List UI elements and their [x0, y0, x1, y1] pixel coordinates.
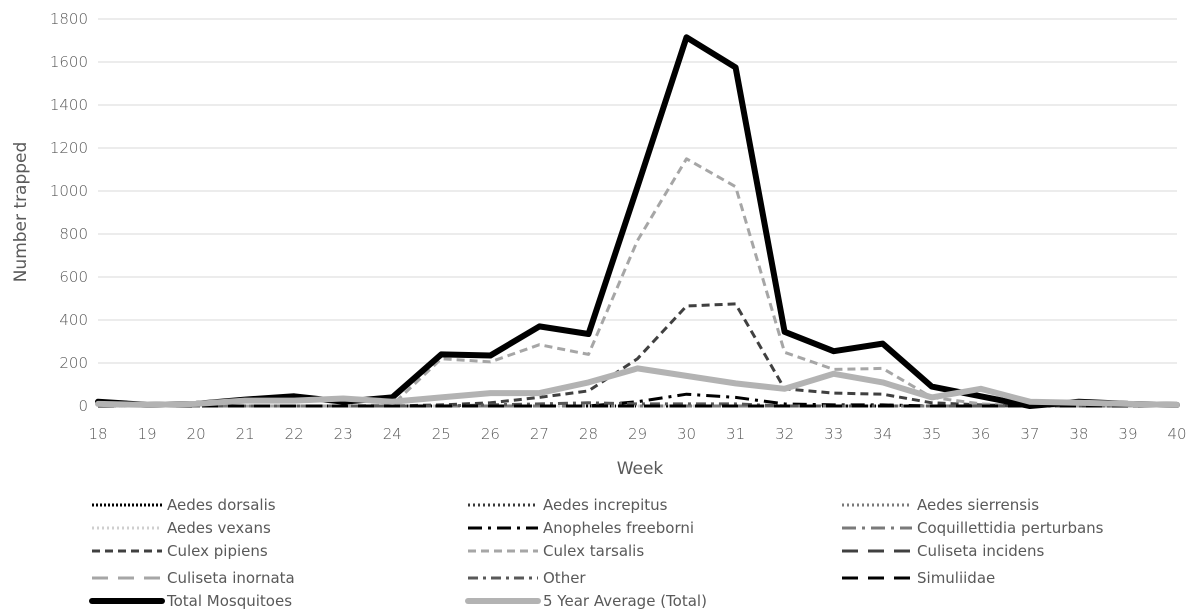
y-tick-label: 800	[59, 225, 88, 243]
y-tick-label: 1000	[50, 182, 88, 200]
x-tick-label: 22	[285, 425, 304, 443]
legend-label-coquillettidia-perturbans: Coquillettidia perturbans	[917, 519, 1104, 537]
y-tick-label: 1800	[50, 10, 88, 28]
x-tick-label: 38	[1069, 425, 1088, 443]
legend-label-culex-pipiens: Culex pipiens	[167, 542, 268, 560]
legend-label-other: Other	[543, 569, 586, 587]
series-lines	[95, 34, 1180, 409]
series-line-culex-pipiens	[98, 302, 1177, 408]
x-axis-ticks: 18 19 20 21 22 23 24 25 26 27 28 29 30 31 32 33 34 35 36 37…	[88, 425, 1186, 443]
x-tick-label: 35	[922, 425, 941, 443]
x-tick-label: 40	[1167, 425, 1186, 443]
x-tick-label: 29	[628, 425, 647, 443]
x-tick-label: 21	[236, 425, 255, 443]
x-tick-label: 34	[873, 425, 892, 443]
gridlines	[98, 18, 1177, 407]
x-tick-label: 33	[824, 425, 843, 443]
x-tick-label: 23	[334, 425, 353, 443]
y-tick-label: 0	[78, 397, 88, 415]
y-axis-title: Number trapped	[11, 142, 31, 283]
y-tick-label: 200	[59, 354, 88, 372]
x-tick-label: 26	[481, 425, 500, 443]
y-tick-label: 1400	[50, 96, 88, 114]
legend-label-culiseta-inornata: Culiseta inornata	[167, 569, 295, 587]
x-tick-label: 36	[971, 425, 990, 443]
x-tick-label: 37	[1020, 425, 1039, 443]
x-tick-label: 20	[187, 425, 206, 443]
legend-label-5-year-average-total: 5 Year Average (Total)	[543, 592, 707, 610]
legend-label-culex-tarsalis: Culex tarsalis	[543, 542, 644, 560]
legend-label-aedes-dorsalis: Aedes dorsalis	[167, 496, 276, 514]
y-tick-label: 1600	[50, 53, 88, 71]
y-tick-label: 1200	[50, 139, 88, 157]
x-tick-label: 25	[432, 425, 451, 443]
x-tick-label: 30	[677, 425, 696, 443]
x-axis-title: Week	[617, 459, 664, 479]
legend-label-simuliidae: Simuliidae	[917, 569, 995, 587]
x-tick-label: 31	[726, 425, 745, 443]
y-tick-label: 400	[59, 311, 88, 329]
series-line-total-mosquitoes	[95, 34, 1180, 409]
legend-label-aedes-sierrensis: Aedes sierrensis	[917, 496, 1039, 514]
legend-label-culiseta-incidens: Culiseta incidens	[917, 542, 1045, 560]
x-tick-label: 24	[383, 425, 402, 443]
y-axis-ticks: 0 200 400 600 800 1000 1200 1400 1600 1800	[50, 10, 88, 415]
x-tick-label: 28	[579, 425, 598, 443]
x-tick-label: 18	[88, 425, 107, 443]
x-tick-label: 19	[137, 425, 156, 443]
x-tick-label: 32	[775, 425, 794, 443]
series-line-5-year-average-total	[95, 365, 1180, 408]
x-tick-label: 27	[530, 425, 549, 443]
legend-label-aedes-increpitus: Aedes increpitus	[543, 496, 668, 514]
legend-label-total-mosquitoes: Total Mosquitoes	[166, 592, 292, 610]
y-tick-label: 600	[59, 268, 88, 286]
legend: Aedes dorsalis Aedes increpitus Aedes sier…	[89, 496, 1104, 610]
legend-label-aedes-vexans: Aedes vexans	[167, 519, 271, 537]
x-tick-label: 39	[1118, 425, 1137, 443]
legend-label-anopheles-freeborni: Anopheles freeborni	[543, 519, 694, 537]
